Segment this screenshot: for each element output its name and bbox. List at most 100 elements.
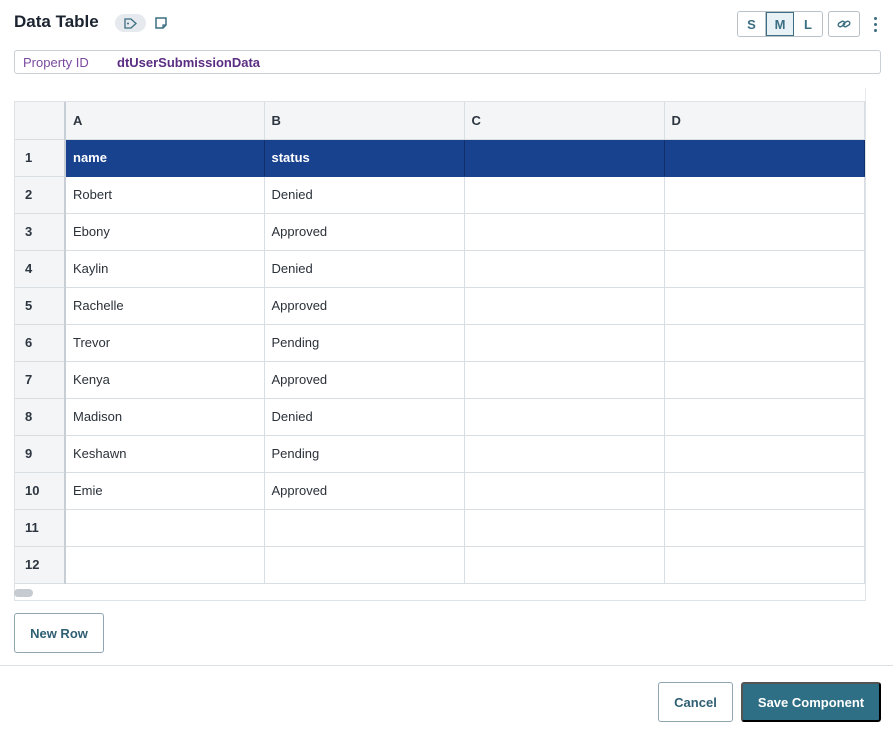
tag-icon bbox=[124, 17, 137, 29]
column-header[interactable]: B bbox=[264, 102, 465, 140]
column-header[interactable]: D bbox=[664, 102, 865, 140]
table-row: 7 Kenya Approved bbox=[15, 361, 865, 399]
size-medium-button[interactable]: M bbox=[766, 12, 794, 36]
row-number[interactable]: 7 bbox=[15, 361, 66, 399]
table-row: 5 Rachelle Approved bbox=[15, 287, 865, 325]
table-cell[interactable]: Ebony bbox=[65, 213, 265, 251]
table-cell[interactable] bbox=[664, 287, 865, 325]
table-cell[interactable]: Approved bbox=[264, 287, 465, 325]
table-cell[interactable]: Denied bbox=[264, 176, 465, 214]
table-cell[interactable]: Kaylin bbox=[65, 250, 265, 288]
table-cell[interactable] bbox=[464, 213, 665, 251]
table-cell[interactable]: Approved bbox=[264, 361, 465, 399]
row-number[interactable]: 5 bbox=[15, 287, 66, 325]
table-row: 9 Keshawn Pending bbox=[15, 435, 865, 473]
table-cell[interactable]: Denied bbox=[264, 398, 465, 436]
cancel-button[interactable]: Cancel bbox=[658, 682, 733, 722]
size-large-button[interactable]: L bbox=[794, 12, 822, 36]
property-id-row: Property ID dtUserSubmissionData bbox=[14, 50, 881, 74]
table-cell[interactable] bbox=[464, 139, 665, 177]
table-cell[interactable] bbox=[664, 176, 865, 214]
new-row-button[interactable]: New Row bbox=[14, 613, 104, 653]
table-cell[interactable]: Denied bbox=[264, 250, 465, 288]
table-cell[interactable]: Madison bbox=[65, 398, 265, 436]
table-row: 6 Trevor Pending bbox=[15, 324, 865, 362]
data-table: A B C D 1 name status 2 Robert Denied 3 Ebony Approv… bbox=[15, 102, 865, 584]
table-cell[interactable]: Pending bbox=[264, 435, 465, 473]
table-cell[interactable]: Trevor bbox=[65, 324, 265, 362]
table-cell[interactable] bbox=[664, 398, 865, 436]
table-cell[interactable]: Kenya bbox=[65, 361, 265, 399]
footer-divider bbox=[0, 665, 893, 666]
table-cell[interactable] bbox=[664, 546, 865, 584]
horizontal-scrollbar[interactable] bbox=[14, 589, 33, 597]
table-cell[interactable] bbox=[464, 546, 665, 584]
table-cell[interactable] bbox=[664, 250, 865, 288]
table-row: 3 Ebony Approved bbox=[15, 213, 865, 251]
size-small-button[interactable]: S bbox=[738, 12, 766, 36]
table-cell[interactable] bbox=[264, 546, 465, 584]
table-cell[interactable] bbox=[65, 546, 265, 584]
table-row: 2 Robert Denied bbox=[15, 176, 865, 214]
row-number[interactable]: 4 bbox=[15, 250, 66, 288]
more-vertical-icon[interactable] bbox=[868, 13, 882, 35]
table-cell[interactable]: status bbox=[264, 139, 465, 177]
table-row: 11 bbox=[15, 509, 865, 547]
table-cell[interactable]: Emie bbox=[65, 472, 265, 510]
table-cell[interactable] bbox=[464, 287, 665, 325]
tag-button[interactable] bbox=[115, 14, 146, 32]
table-cell[interactable] bbox=[664, 139, 865, 177]
row-number[interactable]: 11 bbox=[15, 509, 66, 547]
table-cell[interactable] bbox=[664, 213, 865, 251]
table-row: 8 Madison Denied bbox=[15, 398, 865, 436]
table-row: 10 Emie Approved bbox=[15, 472, 865, 510]
table-cell[interactable] bbox=[464, 435, 665, 473]
table-cell[interactable] bbox=[464, 361, 665, 399]
table-cell[interactable] bbox=[464, 324, 665, 362]
row-number[interactable]: 2 bbox=[15, 176, 66, 214]
table-cell[interactable] bbox=[65, 509, 265, 547]
table-cell[interactable]: Rachelle bbox=[65, 287, 265, 325]
row-number[interactable]: 10 bbox=[15, 472, 66, 510]
table-cell[interactable]: name bbox=[65, 139, 265, 177]
row-number[interactable]: 8 bbox=[15, 398, 66, 436]
table-cell[interactable]: Approved bbox=[264, 213, 465, 251]
link-icon bbox=[837, 20, 851, 28]
table-cell[interactable] bbox=[464, 398, 665, 436]
table-cell[interactable] bbox=[464, 250, 665, 288]
note-icon bbox=[155, 17, 167, 29]
table-cell[interactable] bbox=[464, 472, 665, 510]
table-cell[interactable] bbox=[664, 324, 865, 362]
table-cell[interactable]: Approved bbox=[264, 472, 465, 510]
table-row: 12 bbox=[15, 546, 865, 584]
table-cell[interactable] bbox=[464, 509, 665, 547]
column-header[interactable]: C bbox=[464, 102, 665, 140]
table-cell[interactable]: Robert bbox=[65, 176, 265, 214]
size-toggle-group: S M L bbox=[737, 11, 823, 37]
modal-header: Data Table S M L bbox=[0, 0, 893, 46]
link-button[interactable] bbox=[828, 11, 860, 37]
table-cell[interactable] bbox=[664, 509, 865, 547]
table-cell[interactable]: Pending bbox=[264, 324, 465, 362]
table-row: 4 Kaylin Denied bbox=[15, 250, 865, 288]
page-title: Data Table bbox=[14, 12, 99, 31]
table-cell[interactable] bbox=[664, 361, 865, 399]
property-id-value[interactable]: dtUserSubmissionData bbox=[117, 54, 261, 70]
row-number[interactable]: 1 bbox=[15, 139, 66, 177]
spreadsheet-grid: A B C D 1 name status 2 Robert Denied 3 Ebony Approv… bbox=[14, 101, 866, 601]
save-component-button[interactable]: Save Component bbox=[741, 682, 881, 722]
note-button[interactable] bbox=[153, 14, 169, 32]
table-cell[interactable] bbox=[264, 509, 465, 547]
grid-corner bbox=[15, 102, 66, 140]
table-cell[interactable]: Keshawn bbox=[65, 435, 265, 473]
row-number[interactable]: 12 bbox=[15, 546, 66, 584]
property-id-label: Property ID bbox=[23, 54, 89, 70]
table-cell[interactable] bbox=[664, 472, 865, 510]
row-number[interactable]: 6 bbox=[15, 324, 66, 362]
row-number[interactable]: 3 bbox=[15, 213, 66, 251]
row-number[interactable]: 9 bbox=[15, 435, 66, 473]
table-cell[interactable] bbox=[664, 435, 865, 473]
table-cell[interactable] bbox=[464, 176, 665, 214]
table-row: 1 name status bbox=[15, 139, 865, 177]
column-header[interactable]: A bbox=[65, 102, 265, 140]
